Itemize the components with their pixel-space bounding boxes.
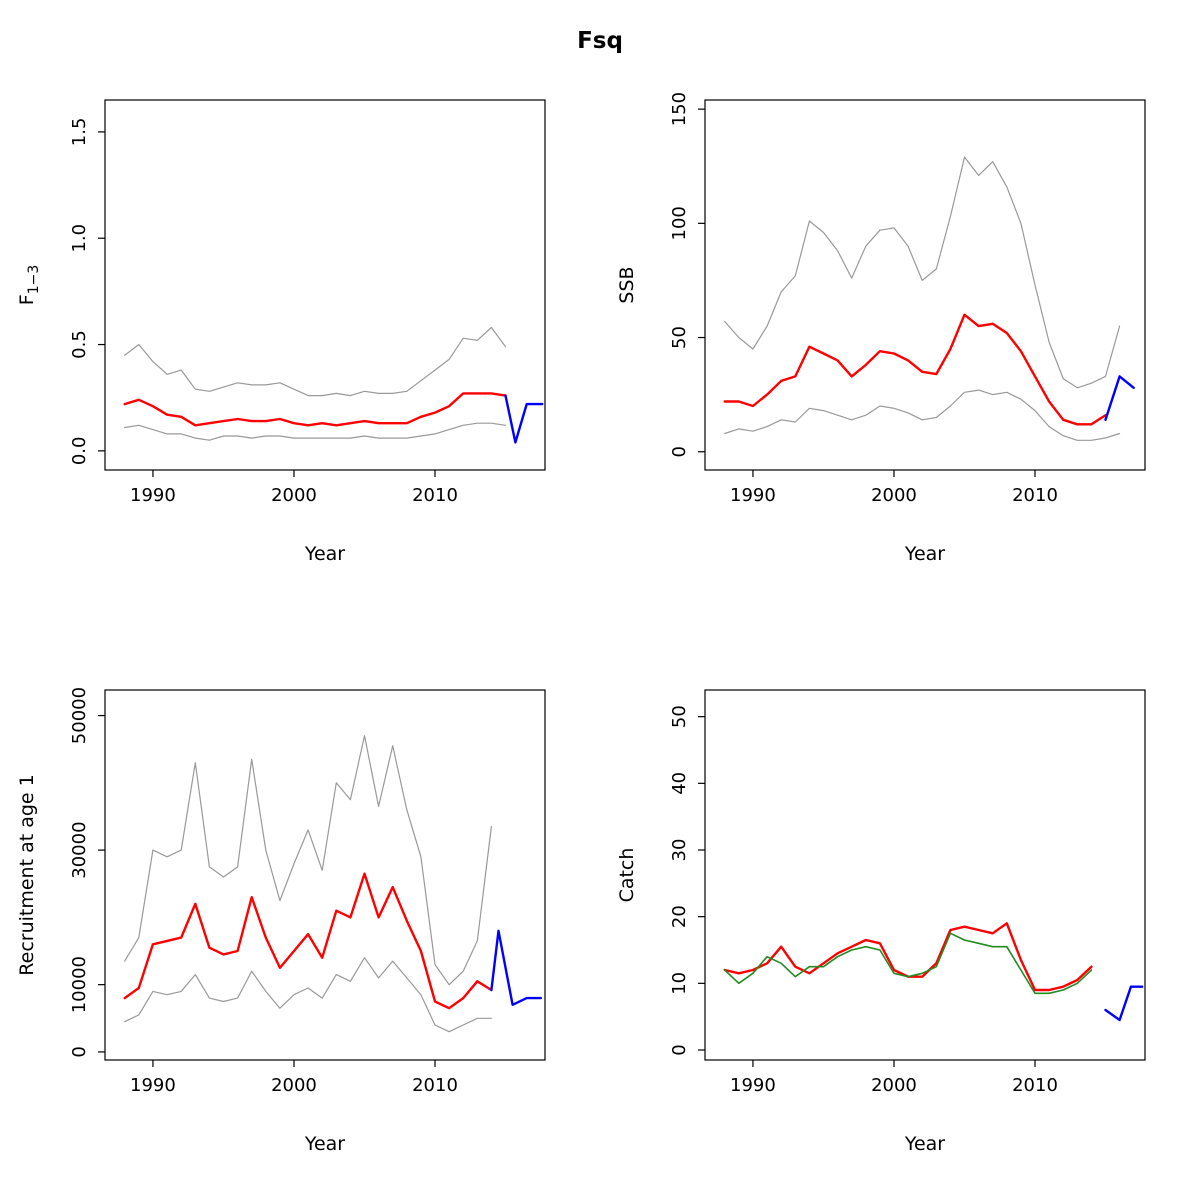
plot-box xyxy=(104,99,546,471)
y-tick-label: 50 xyxy=(669,705,690,728)
y-tick-label: 0 xyxy=(669,1044,690,1055)
series-estimate-line xyxy=(123,872,493,1010)
x-tick-label: 1990 xyxy=(730,485,776,506)
y-axis-label: Catch xyxy=(616,848,638,903)
panel-fishing-mortality: 1990 2000 2010 0.0 0.5 1.0 1.5 Year F1−3 xyxy=(16,99,546,565)
y-axis-label: SSB xyxy=(616,266,638,303)
series-forecast-line xyxy=(490,929,542,1006)
y-tick-label: 0 xyxy=(69,1046,90,1057)
y-tick-label: 0 xyxy=(669,446,690,457)
series-forecast-line xyxy=(1104,375,1135,421)
y-tick-label: 30 xyxy=(669,839,690,862)
x-tick-label: 2010 xyxy=(1012,485,1058,506)
series-forecast-line xyxy=(1104,985,1144,1022)
series-estimate-line xyxy=(123,392,507,427)
y-axis-label: F1−3 xyxy=(16,265,42,305)
y-tick-label: 10 xyxy=(669,972,690,995)
y-tick-label: 40 xyxy=(669,772,690,795)
series-upper-ci-line xyxy=(724,156,1121,389)
x-tick-label: 2010 xyxy=(412,485,458,506)
series-lower-ci-line xyxy=(124,422,507,441)
series-estimate-line xyxy=(723,313,1107,426)
x-tick-label: 2010 xyxy=(1012,1075,1058,1096)
series-estimate-line xyxy=(723,922,1093,992)
y-tick-label: 0.5 xyxy=(69,330,90,359)
y-tick-label: 150 xyxy=(669,92,690,126)
series-forecast-line xyxy=(504,394,544,444)
x-axis-label: Year xyxy=(904,1133,945,1155)
y-tick-label: 1.5 xyxy=(69,118,90,147)
series-observed-line xyxy=(723,932,1093,995)
plot-box xyxy=(704,689,1146,1061)
x-tick-label: 2000 xyxy=(871,1075,917,1096)
y-tick-label: 50 xyxy=(669,326,690,349)
panel-recruitment: 1990 2000 2010 0 10000 30000 50000 Year Recruitm… xyxy=(16,687,546,1155)
y-tick-label: 20 xyxy=(669,905,690,928)
x-axis-label: Year xyxy=(904,543,945,565)
x-axis-label: Year xyxy=(304,543,345,565)
x-tick-label: 1990 xyxy=(130,485,176,506)
plot-box xyxy=(704,99,1146,471)
y-tick-label: 10000 xyxy=(69,956,90,1013)
x-tick-label: 2010 xyxy=(412,1075,458,1096)
series-upper-ci-line xyxy=(124,735,492,986)
plot-box xyxy=(104,689,546,1061)
panel-catch: 1990 2000 2010 0 10 20 30 40 50 Year Catch xyxy=(616,689,1146,1155)
y-tick-label: 30000 xyxy=(69,821,90,878)
series-lower-ci-line xyxy=(724,389,1121,441)
series-upper-ci-line xyxy=(124,326,507,397)
x-tick-label: 2000 xyxy=(871,485,917,506)
x-tick-label: 2000 xyxy=(271,485,317,506)
panel-ssb: 1990 2000 2010 0 50 100 150 Year SSB xyxy=(616,92,1146,565)
x-axis-label: Year xyxy=(304,1133,345,1155)
y-tick-label: 100 xyxy=(669,206,690,240)
y-tick-label: 50000 xyxy=(69,687,90,744)
x-tick-label: 2000 xyxy=(271,1075,317,1096)
series-lower-ci-line xyxy=(124,957,492,1033)
x-tick-label: 1990 xyxy=(730,1075,776,1096)
figure-title: Fsq xyxy=(577,28,623,54)
y-tick-label: 0.0 xyxy=(69,437,90,466)
x-tick-label: 1990 xyxy=(130,1075,176,1096)
y-axis-label: Recruitment at age 1 xyxy=(16,774,38,975)
y-tick-label: 1.0 xyxy=(69,224,90,253)
